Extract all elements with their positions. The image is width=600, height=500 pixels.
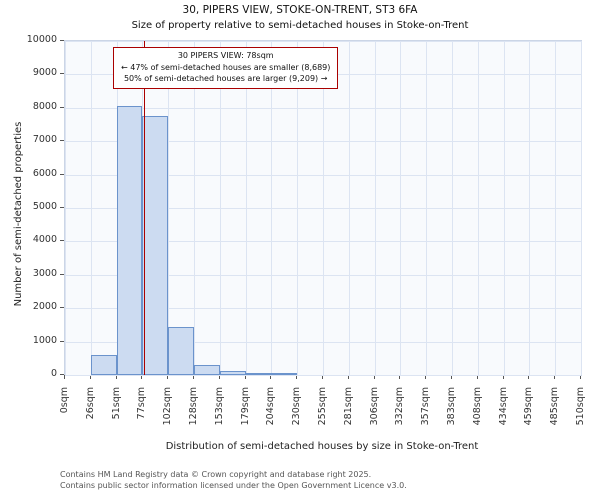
gridline-vertical bbox=[297, 41, 299, 375]
y-tick-mark bbox=[60, 273, 64, 275]
y-tick-label: 9000 bbox=[32, 67, 57, 79]
gridline-vertical bbox=[529, 41, 531, 375]
gridline-vertical bbox=[348, 41, 350, 375]
gridline-vertical bbox=[168, 41, 170, 375]
gridline-vertical bbox=[65, 41, 66, 375]
gridline-vertical bbox=[271, 41, 273, 375]
histogram-bar bbox=[271, 373, 298, 375]
y-tick-label: 3000 bbox=[32, 267, 57, 279]
x-tick-mark bbox=[347, 375, 349, 379]
gridline-vertical bbox=[400, 41, 402, 375]
property-size-marker-line bbox=[143, 41, 146, 375]
x-axis-title: Distribution of semi-detached houses by … bbox=[165, 441, 479, 452]
x-tick-mark bbox=[218, 375, 220, 379]
y-tick-label: 2000 bbox=[32, 301, 57, 313]
x-tick-mark bbox=[193, 375, 194, 379]
x-tick-mark bbox=[580, 375, 581, 379]
gridline-vertical bbox=[503, 41, 505, 375]
x-tick-mark bbox=[89, 375, 91, 379]
x-tick-mark bbox=[502, 375, 504, 379]
gridline-vertical bbox=[219, 41, 221, 375]
y-tick-label: 0 bbox=[50, 368, 57, 379]
x-tick-mark bbox=[322, 375, 323, 379]
histogram-bar bbox=[219, 371, 246, 375]
x-tick-mark bbox=[167, 375, 169, 379]
x-tick-mark bbox=[554, 375, 556, 379]
y-tick-mark bbox=[60, 106, 64, 108]
x-tick-mark bbox=[451, 375, 452, 379]
y-tick-label: 1000 bbox=[32, 334, 57, 346]
plot-area: 30 PIPERS VIEW: 78sqm ← 47% of semi-deta… bbox=[64, 40, 582, 376]
gridline-vertical bbox=[374, 41, 376, 375]
attribution-footer: Contains HM Land Registry data © Crown c… bbox=[60, 470, 407, 492]
x-tick-mark bbox=[115, 375, 117, 379]
gridline-vertical bbox=[555, 41, 557, 375]
x-tick-mark bbox=[270, 375, 272, 379]
y-tick-label: 6000 bbox=[32, 167, 57, 179]
y-tick-label: 8000 bbox=[32, 100, 57, 112]
gridline-vertical bbox=[194, 41, 195, 375]
histogram-bar bbox=[116, 106, 143, 375]
y-tick-mark bbox=[60, 40, 64, 41]
attribution-line-1: Contains HM Land Registry data © Crown c… bbox=[60, 470, 372, 479]
gridline-horizontal bbox=[65, 375, 581, 376]
annotation-box: 30 PIPERS VIEW: 78sqm ← 47% of semi-deta… bbox=[113, 47, 339, 89]
histogram-bar bbox=[245, 373, 272, 375]
x-tick-mark bbox=[373, 375, 375, 379]
gridline-vertical bbox=[581, 41, 582, 375]
histogram-bar bbox=[142, 116, 169, 375]
x-tick-mark bbox=[476, 375, 478, 379]
y-tick-mark bbox=[60, 307, 64, 309]
gridline-vertical bbox=[477, 41, 479, 375]
attribution-line-2: Contains public sector information licen… bbox=[60, 480, 407, 490]
y-tick-label: 5000 bbox=[32, 201, 57, 212]
y-tick-label: 7000 bbox=[32, 134, 57, 146]
x-tick-mark bbox=[64, 375, 65, 379]
x-tick-mark bbox=[425, 375, 427, 379]
y-tick-mark bbox=[60, 207, 64, 208]
histogram-bar bbox=[90, 355, 117, 375]
y-tick-label: 10000 bbox=[26, 34, 57, 45]
chart-title: 30, PIPERS VIEW, STOKE-ON-TRENT, ST3 6FA bbox=[182, 4, 418, 16]
annotation-larger-line: 50% of semi-detached houses are larger (… bbox=[123, 74, 328, 84]
gridline-vertical bbox=[90, 41, 92, 375]
y-tick-mark bbox=[60, 340, 64, 342]
annotation-smaller-line: ← 47% of semi-detached houses are smalle… bbox=[121, 62, 331, 72]
y-tick-mark bbox=[60, 73, 64, 75]
y-tick-mark bbox=[60, 140, 64, 142]
x-tick-mark bbox=[296, 375, 298, 379]
y-tick-mark bbox=[60, 240, 64, 242]
histogram-bar bbox=[168, 327, 194, 375]
gridline-vertical bbox=[426, 41, 428, 375]
x-tick-mark bbox=[141, 375, 143, 379]
x-tick-mark bbox=[528, 375, 530, 379]
y-tick-mark bbox=[60, 374, 64, 375]
y-tick-mark bbox=[60, 173, 64, 175]
histogram-bar bbox=[194, 365, 220, 375]
gridline-vertical bbox=[245, 41, 247, 375]
x-tick-mark bbox=[244, 375, 246, 379]
annotation-property-line: 30 PIPERS VIEW: 78sqm bbox=[177, 51, 274, 60]
chart-subtitle: Size of property relative to semi-detach… bbox=[131, 20, 469, 31]
y-tick-label: 4000 bbox=[32, 234, 57, 246]
x-tick-mark bbox=[399, 375, 401, 379]
gridline-vertical bbox=[452, 41, 453, 375]
gridline-vertical bbox=[323, 41, 324, 375]
